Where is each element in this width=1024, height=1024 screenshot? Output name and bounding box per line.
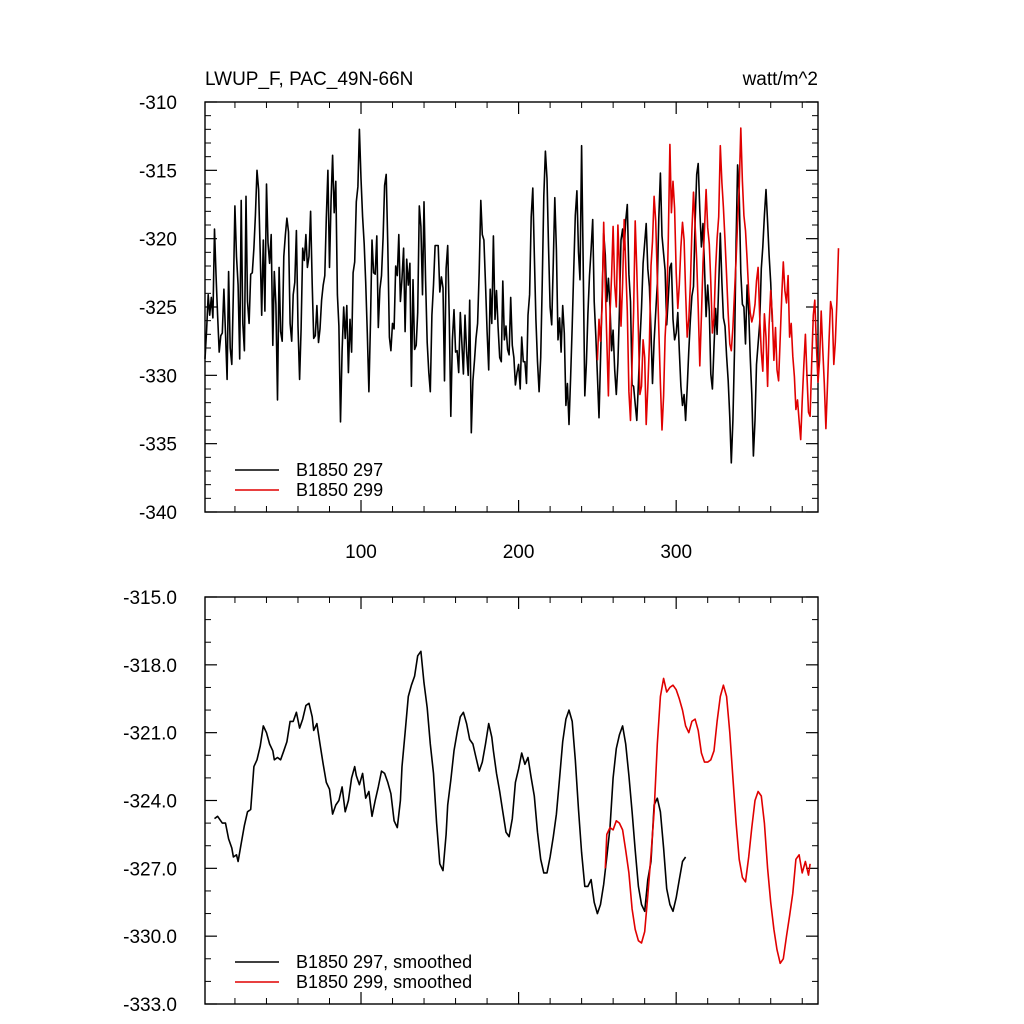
y-tick-label: -318.0 — [123, 656, 177, 677]
x-tick-label: 100 — [345, 542, 377, 563]
legend-label-1: B1850 297, smoothed — [296, 952, 472, 972]
series-line-1 — [204, 128, 774, 464]
plot-frame — [204, 596, 819, 1005]
title-right: watt/m^2 — [742, 69, 818, 90]
y-tick-label: -310 — [139, 93, 177, 114]
x-tick-label: 200 — [503, 542, 535, 563]
y-tick-label: -330 — [139, 366, 177, 387]
legend-label-2: B1850 299 — [296, 480, 383, 500]
bottom-panel: -315.0 -318.0 -321.0 -324.0 -327.0 -330.0 -333… — [123, 588, 819, 1016]
y-tick-label: -335 — [139, 435, 177, 456]
y-tick-label: -324.0 — [123, 792, 177, 813]
y-tick-label: -340 — [139, 503, 177, 524]
y-tick-label: -321.0 — [123, 724, 177, 745]
y-tick-label: -315.0 — [123, 588, 177, 609]
top-panel: -310 -315 -320 -325 -330 -335 -340 100 200 300 B18… — [139, 93, 840, 563]
y-tick-label: -330.0 — [123, 927, 177, 948]
y-tick-label: -325 — [139, 298, 177, 319]
x-tick-label: 300 — [660, 542, 692, 563]
series-line-1 — [214, 650, 687, 915]
series-line-2 — [604, 677, 811, 965]
y-tick-label: -320 — [139, 230, 177, 251]
series-line-2 — [596, 127, 840, 441]
y-tick-label: -333.0 — [123, 995, 177, 1016]
legend-label-1: B1850 297 — [296, 460, 383, 480]
title-left: LWUP_F, PAC_49N-66N — [205, 69, 413, 90]
y-tick-label: -327.0 — [123, 859, 177, 880]
y-tick-label: -315 — [139, 161, 177, 182]
legend-label-2: B1850 299, smoothed — [296, 972, 472, 992]
